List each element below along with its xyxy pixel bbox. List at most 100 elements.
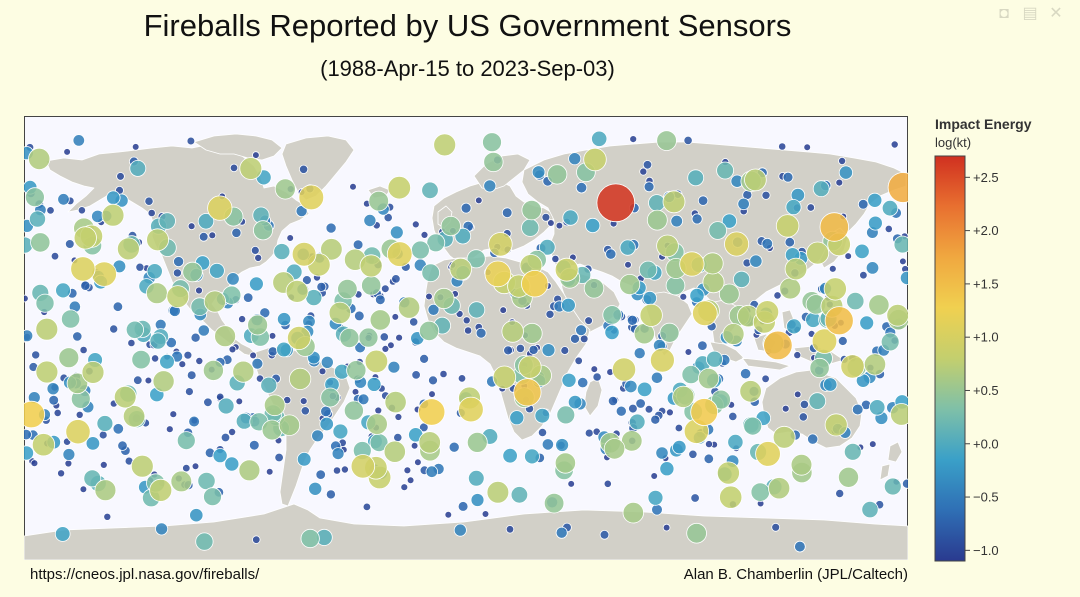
fireball-point[interactable] <box>418 320 440 341</box>
fireball-point[interactable] <box>648 194 666 212</box>
fireball-point[interactable] <box>794 540 806 553</box>
fireball-point[interactable] <box>884 224 893 234</box>
fireball-point[interactable] <box>60 309 81 329</box>
fireball-point[interactable] <box>394 413 403 421</box>
fireball-point[interactable] <box>883 477 902 496</box>
fireball-point[interactable] <box>524 448 540 465</box>
fireball-point[interactable] <box>384 390 407 414</box>
fireball-point[interactable] <box>252 535 261 544</box>
fireball-point[interactable] <box>387 341 395 350</box>
fireball-point[interactable] <box>599 529 610 540</box>
fireball-point[interactable] <box>823 277 847 301</box>
fireball-point[interactable] <box>155 522 169 536</box>
fireball-point[interactable] <box>184 387 194 397</box>
camera-icon[interactable]: ◘ <box>999 5 1009 22</box>
fireball-point[interactable] <box>483 151 504 173</box>
fireball-point[interactable] <box>112 423 125 435</box>
fireball-point[interactable] <box>880 332 900 352</box>
fireball-point[interactable] <box>94 479 117 502</box>
fireball-point[interactable] <box>521 218 540 237</box>
fireball-point[interactable] <box>55 282 71 299</box>
fireball-point[interactable] <box>502 448 518 464</box>
fireball-point[interactable] <box>318 367 327 376</box>
fireball-point[interactable] <box>315 469 326 480</box>
fireball-point[interactable] <box>806 241 830 265</box>
fireball-point[interactable] <box>444 510 453 519</box>
fireball-point[interactable] <box>419 353 430 364</box>
fireball-point[interactable] <box>212 448 228 464</box>
fireball-point[interactable] <box>583 278 605 299</box>
fireball-point[interactable] <box>235 397 244 406</box>
fireball-point[interactable] <box>782 171 794 183</box>
fireball-point[interactable] <box>554 452 577 474</box>
fireball-point[interactable] <box>670 214 683 228</box>
fireball-point[interactable] <box>99 460 108 469</box>
fireball-point[interactable] <box>793 351 802 360</box>
fireball-point[interactable] <box>165 425 174 434</box>
fireball-point[interactable] <box>131 349 151 370</box>
fireball-point[interactable] <box>268 332 277 340</box>
fireball-point[interactable] <box>122 405 146 428</box>
fireball-point[interactable] <box>380 284 390 294</box>
fireball-point[interactable] <box>288 367 312 390</box>
fireball-point[interactable] <box>410 240 430 260</box>
fireball-point[interactable] <box>203 397 213 408</box>
fireball-point[interactable] <box>152 370 175 393</box>
fireball-point[interactable] <box>638 260 658 280</box>
fireball-point[interactable] <box>899 257 907 266</box>
fireball-point[interactable] <box>173 256 185 268</box>
fireball-point[interactable] <box>146 228 170 252</box>
fireball-point[interactable] <box>605 248 617 260</box>
fireball-point[interactable] <box>650 414 661 425</box>
fireball-point[interactable] <box>771 522 781 532</box>
fireball-point[interactable] <box>547 219 555 227</box>
fireball-point[interactable] <box>363 214 377 228</box>
close-icon[interactable]: ✕ <box>1049 5 1063 22</box>
fireball-point[interactable] <box>721 213 738 229</box>
fireball-point[interactable] <box>453 523 467 537</box>
fireball-point[interactable] <box>778 142 787 151</box>
fireball-point[interactable] <box>149 478 173 502</box>
fireball-point[interactable] <box>83 469 102 488</box>
fireball-point[interactable] <box>96 415 114 432</box>
fireball-point[interactable] <box>433 133 457 157</box>
fireball-point[interactable] <box>391 313 400 321</box>
fireball-point[interactable] <box>263 394 286 417</box>
fireball-point[interactable] <box>708 221 727 240</box>
fireball-point[interactable] <box>397 296 421 319</box>
fireball-point[interactable] <box>231 227 242 238</box>
fireball-point[interactable] <box>622 502 645 524</box>
fireball-point[interactable] <box>291 242 317 267</box>
fireball-point[interactable] <box>311 429 325 443</box>
fireball-point[interactable] <box>226 272 240 286</box>
fireball-point[interactable] <box>803 143 811 152</box>
fireball-point[interactable] <box>510 486 529 504</box>
fireball-point[interactable] <box>433 287 455 310</box>
fireball-point[interactable] <box>113 385 137 409</box>
fireball-point[interactable] <box>785 199 802 216</box>
fireball-point[interactable] <box>203 290 226 313</box>
fireball-point[interactable] <box>130 454 154 478</box>
fireball-point[interactable] <box>248 276 264 292</box>
fireball-point[interactable] <box>824 306 854 336</box>
fireball-point[interactable] <box>421 263 441 283</box>
fireball-point[interactable] <box>85 436 101 451</box>
fireball-point[interactable] <box>812 180 830 198</box>
fireball-point[interactable] <box>499 306 508 314</box>
fireball-point[interactable] <box>368 190 390 212</box>
fireball-point[interactable] <box>799 399 810 409</box>
fireball-point[interactable] <box>602 305 622 325</box>
fireball-point[interactable] <box>320 405 332 418</box>
fireball-point[interactable] <box>706 350 724 368</box>
fireball-point[interactable] <box>125 320 145 339</box>
fireball-point[interactable] <box>867 192 883 208</box>
fireball-point[interactable] <box>584 428 594 438</box>
fireball-point[interactable] <box>703 453 715 465</box>
fireball-point[interactable] <box>773 291 782 300</box>
fireball-point[interactable] <box>427 303 440 316</box>
fireball-point[interactable] <box>249 439 260 451</box>
fireball-point[interactable] <box>80 280 91 291</box>
fireball-point[interactable] <box>462 316 471 325</box>
fireball-point[interactable] <box>628 413 646 431</box>
fireball-point[interactable] <box>386 241 413 267</box>
